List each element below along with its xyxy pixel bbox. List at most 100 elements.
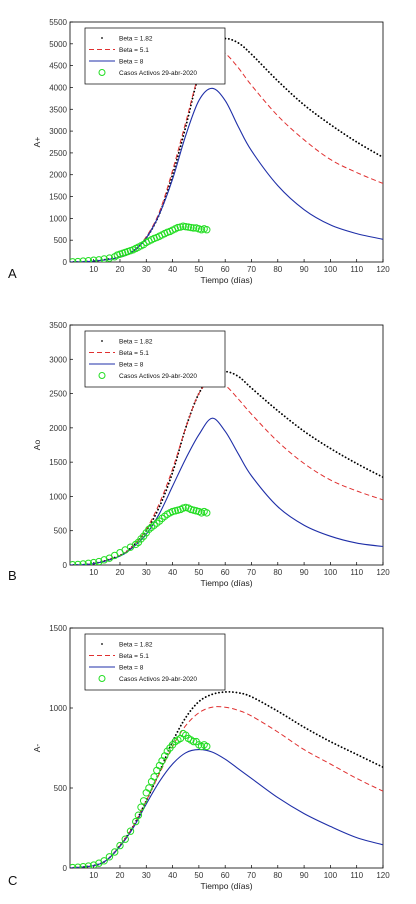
y-tick-label: 1000 — [49, 214, 67, 223]
legend: Beta = 1.82 Beta = 5.1 Beta = 8 Casos Activ… — [84, 27, 226, 85]
data-point-casos-activos — [74, 560, 82, 565]
x-tick-label: 60 — [221, 265, 230, 274]
series-group — [70, 690, 383, 868]
x-tick-label: 110 — [350, 568, 363, 577]
data-point-casos-activos — [134, 811, 143, 819]
x-tick-label: 90 — [300, 265, 309, 274]
series-group — [70, 370, 383, 565]
x-tick-label: 40 — [168, 871, 177, 880]
legend-swatch — [98, 372, 106, 379]
legend: Beta = 1.82 Beta = 5.1 Beta = 8 Casos Activ… — [84, 633, 226, 691]
data-point-casos-activos — [95, 256, 103, 262]
data-point-casos-activos — [70, 863, 77, 868]
y-tick-label: 5500 — [49, 18, 67, 27]
x-tick-label: 20 — [116, 871, 125, 880]
data-point-casos-activos — [189, 224, 198, 232]
data-point-casos-activos — [203, 509, 211, 517]
data-point-casos-activos — [184, 223, 193, 231]
plot-frame — [69, 324, 384, 566]
series-line-beta-8 — [70, 417, 383, 565]
chart-panel-a: 0 500 1000 1500 2000 2500 3000 3500 4000 4500 5000… — [8, 18, 390, 285]
data-point-casos-activos — [74, 257, 82, 262]
x-tick-label: 80 — [273, 265, 282, 274]
legend-box — [84, 633, 226, 691]
y-tick-label: 5000 — [49, 40, 67, 49]
series-line-beta-1-82 — [70, 690, 383, 868]
x-tick-label: 30 — [142, 568, 151, 577]
x-tick-label: 120 — [376, 568, 390, 577]
y-tick-label: 3500 — [49, 105, 67, 114]
x-tick-label: 70 — [247, 568, 256, 577]
data-point-casos-activos — [70, 560, 77, 565]
data-point-casos-activos — [116, 841, 124, 850]
legend-label: Beta = 8 — [119, 665, 144, 672]
x-tick-label: 60 — [221, 871, 230, 880]
x-tick-label: 20 — [116, 265, 125, 274]
y-tick-label: 2500 — [49, 149, 67, 158]
x-axis-label: Tiempo (días) — [200, 881, 252, 891]
y-tick-label: 1000 — [49, 492, 67, 501]
data-point-casos-activos — [139, 797, 148, 805]
data-point-casos-activos — [100, 556, 108, 564]
legend-swatch — [101, 340, 103, 342]
data-point-casos-activos — [70, 258, 77, 262]
y-tick-label: 4000 — [49, 83, 67, 92]
x-tick-label: 90 — [300, 871, 309, 880]
data-point-casos-activos — [203, 742, 211, 751]
x-tick-label: 30 — [142, 871, 151, 880]
data-point-casos-activos — [145, 784, 153, 792]
x-axis-label: Tiempo (días) — [200, 578, 252, 588]
data-point-casos-activos — [179, 222, 187, 230]
data-point-casos-activos — [137, 803, 145, 811]
y-tick-label: 500 — [54, 527, 68, 536]
x-tick-label: 110 — [350, 265, 363, 274]
y-tick-label: 500 — [54, 784, 68, 793]
data-point-casos-activos — [126, 827, 135, 835]
data-point-casos-activos — [89, 861, 98, 868]
x-tick-label: 70 — [247, 265, 256, 274]
y-tick-label: 3000 — [49, 355, 67, 364]
chart-panel-b: 0 500 1000 1500 2000 2500 3000 3500 10 20 30 40 50 60… — [8, 321, 390, 588]
y-tick-label: 0 — [63, 864, 68, 873]
data-point-casos-activos — [89, 558, 98, 565]
data-point-casos-activos — [203, 226, 211, 234]
y-tick-label: 1500 — [49, 458, 67, 467]
series-line-beta-8 — [70, 87, 383, 262]
y-tick-label: 1500 — [49, 193, 67, 202]
x-axis-label: Tiempo (días) — [200, 275, 252, 285]
y-tick-label: 0 — [63, 258, 68, 267]
data-point-casos-activos — [187, 223, 195, 232]
legend-label: Beta = 5.1 — [119, 653, 149, 660]
legend-label: Casos Activos 29-abr-2020 — [119, 70, 197, 77]
legend-label: Beta = 1.82 — [119, 642, 153, 649]
legend-box — [84, 27, 226, 85]
plot-frame — [69, 21, 384, 263]
legend-label: Beta = 1.82 — [119, 339, 153, 346]
x-tick-label: 120 — [376, 871, 390, 880]
y-tick-label: 3000 — [49, 127, 67, 136]
x-tick-label: 100 — [324, 568, 338, 577]
data-point-casos-activos — [84, 862, 93, 868]
data-point-casos-activos — [79, 863, 87, 868]
legend-box — [84, 330, 226, 388]
x-tick-label: 10 — [89, 871, 98, 880]
x-tick-label: 100 — [324, 265, 338, 274]
data-point-casos-activos — [79, 257, 87, 262]
x-tick-label: 90 — [300, 568, 309, 577]
y-axis-label: Ao — [32, 440, 42, 451]
chart-panel-c: 0 500 1000 1500 10 20 30 40 50 60 70 80 90 100 110 120 T… — [8, 624, 390, 891]
x-tick-label: 110 — [350, 871, 363, 880]
legend-swatch — [101, 37, 103, 39]
y-tick-label: 2500 — [49, 390, 67, 399]
data-point-casos-activos — [111, 848, 119, 856]
data-point-casos-activos — [182, 222, 190, 231]
data-point-casos-activos — [121, 835, 129, 843]
x-tick-label: 80 — [273, 568, 282, 577]
x-tick-label: 120 — [376, 265, 390, 274]
data-point-casos-activos — [95, 557, 103, 565]
data-point-casos-activos — [100, 255, 108, 262]
plot-frame — [69, 627, 384, 869]
legend-label: Beta = 5.1 — [119, 47, 149, 54]
